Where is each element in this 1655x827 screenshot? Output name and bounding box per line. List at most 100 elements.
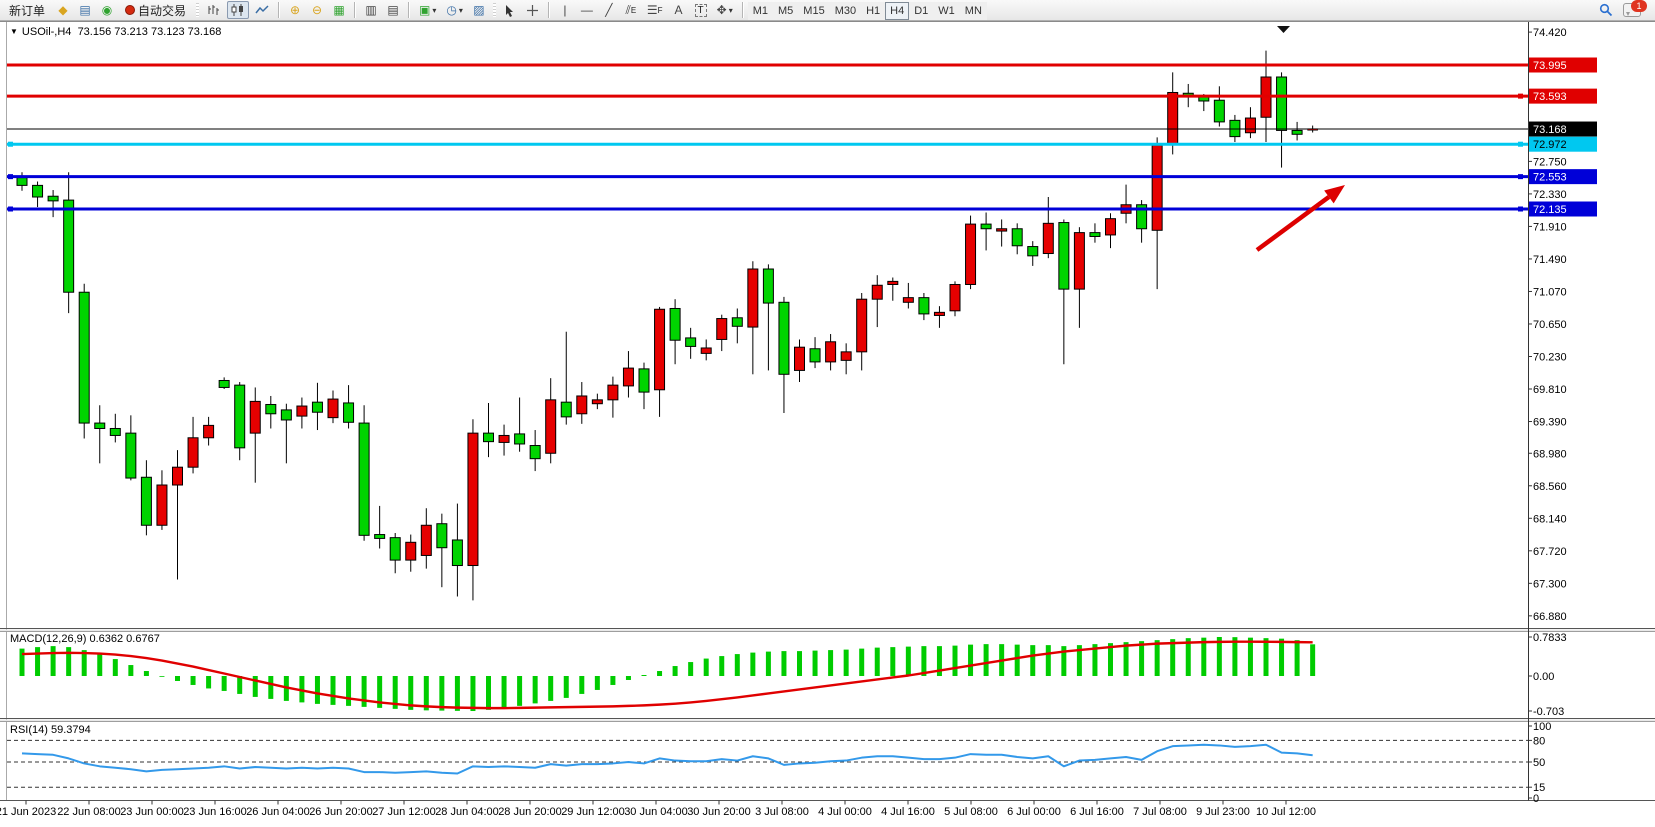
period-button[interactable]: ◷ ▾ <box>442 1 467 19</box>
trend-arrow-annotation[interactable] <box>1255 185 1345 252</box>
timeframe-MN[interactable]: MN <box>959 1 987 20</box>
macd-bar <box>206 676 212 689</box>
candle <box>498 434 510 443</box>
price-tick-label: 69.810 <box>1533 384 1567 396</box>
macd-bar <box>983 644 989 676</box>
search-button[interactable] <box>1595 1 1617 19</box>
arrows-tool[interactable]: ✥ ▾ <box>713 1 737 19</box>
macd-bar <box>1279 638 1285 676</box>
rsi-scale-label: 15 <box>1533 782 1545 794</box>
cursor-icon <box>506 4 514 17</box>
candle <box>576 395 588 415</box>
candle <box>1244 117 1256 134</box>
bar-chart-button[interactable] <box>203 1 225 19</box>
timeframe-M5[interactable]: M5 <box>773 1 799 20</box>
macd-bar <box>377 676 383 708</box>
line-handle[interactable] <box>8 174 13 180</box>
macd-bar <box>1201 637 1207 676</box>
candle <box>203 424 215 439</box>
candle <box>405 541 417 561</box>
price-tick-label: 68.560 <box>1533 481 1567 493</box>
new-chart-button[interactable]: ▣ ▾ <box>415 1 440 19</box>
horizontal-line-tool[interactable]: — <box>577 1 597 19</box>
line-handle[interactable] <box>1518 206 1523 212</box>
new-order-button[interactable]: 新订单 <box>3 1 51 19</box>
channel-tool[interactable]: ⫽ E <box>621 1 641 19</box>
macd-bar <box>330 676 336 705</box>
macd-bar <box>874 647 880 676</box>
price-badge <box>1529 88 1597 104</box>
timeframe-W1[interactable]: W1 <box>933 1 960 20</box>
candle <box>871 284 883 300</box>
line-handle[interactable] <box>8 141 13 147</box>
chart-canvas[interactable]: 74.420 72.750 72.330 71.910 71.490 71.070 70.6… <box>0 21 1655 827</box>
macd-bar <box>392 676 398 709</box>
time-axis: 21 Jun 2023 22 Jun 08:00 23 Jun 00:00 23 Ju… <box>0 800 1316 818</box>
candle <box>996 228 1008 232</box>
cascade-button[interactable]: ▥ <box>361 1 381 19</box>
price-badge-label: 72.972 <box>1533 139 1567 151</box>
data-window-button[interactable]: ▤ <box>75 1 95 19</box>
macd-bar <box>812 650 818 676</box>
candlestick-chart-button[interactable] <box>227 1 250 19</box>
macd-bar <box>1310 644 1316 676</box>
vertical-line-tool[interactable]: | <box>555 1 575 19</box>
collapse-triangle-icon[interactable]: ▼ <box>10 27 18 36</box>
line-handle[interactable] <box>1518 174 1523 180</box>
timeframe-D1[interactable]: D1 <box>909 1 934 20</box>
timeframe-H1[interactable]: H1 <box>861 1 886 20</box>
macd-bar <box>1247 637 1253 676</box>
notifications-button[interactable]: 1 <box>1619 0 1647 19</box>
macd-bar <box>175 676 180 681</box>
macd-signal-line <box>21 640 1313 710</box>
time-tick-label: 27 Jun 12:00 <box>372 806 436 818</box>
tile-windows-button[interactable]: ▦ <box>329 1 349 19</box>
price-tick-label: 68.980 <box>1533 448 1567 460</box>
navigator-button[interactable]: ◉ <box>97 1 117 19</box>
macd-bar <box>252 676 258 697</box>
zoom-out-button[interactable]: ⊖ <box>307 1 327 19</box>
fibonacci-tool[interactable]: ☰ F <box>643 1 667 19</box>
candle <box>731 317 743 327</box>
cursor-button[interactable] <box>500 1 520 19</box>
line-chart-button[interactable] <box>251 1 273 19</box>
candle <box>794 346 805 371</box>
chart-window[interactable]: 74.420 72.750 72.330 71.910 71.490 71.070 70.6… <box>0 21 1655 827</box>
macd-bar <box>1108 643 1113 676</box>
timeframe-M1[interactable]: M1 <box>747 1 774 20</box>
bar-chart-icon <box>208 5 220 15</box>
autotrading-button[interactable]: 自动交易 <box>119 1 192 19</box>
toolbar-separator <box>547 2 550 18</box>
toolbar: 新订单 ◆ ▤ ◉ 自动交易 ⊕ ⊖ ▦ ▥ ▤ ▣ ▾ ◷ ▾ ▨ <box>0 0 1655 21</box>
trendline-tool[interactable]: ╱ <box>599 1 619 19</box>
timeframe-H4[interactable]: H4 <box>885 1 910 20</box>
candle <box>1105 218 1116 236</box>
candle <box>483 432 494 443</box>
zoom-in-button[interactable]: ⊕ <box>285 1 305 19</box>
line-handle[interactable] <box>8 206 13 212</box>
time-tick-label: 23 Jun 00:00 <box>120 806 184 818</box>
candle <box>1167 91 1179 145</box>
candle <box>420 524 432 556</box>
text-tool[interactable]: A <box>669 1 689 19</box>
macd-bar <box>828 650 834 676</box>
crosshair-button[interactable] <box>522 1 543 19</box>
candle <box>32 184 44 198</box>
label-tool[interactable]: T <box>691 1 711 19</box>
arrange-button[interactable]: ▤ <box>383 1 403 19</box>
timeframe-M30[interactable]: M30 <box>829 1 862 20</box>
line-handle[interactable] <box>1518 93 1523 99</box>
macd-bar <box>1170 639 1176 676</box>
candle <box>560 401 572 418</box>
chart-shift-triangle[interactable] <box>1277 26 1290 33</box>
template-button[interactable]: ▨ <box>469 1 489 19</box>
timeframe-M15[interactable]: M15 <box>798 1 830 20</box>
candle <box>980 223 992 230</box>
time-tick-label: 4 Jul 00:00 <box>818 806 872 818</box>
profiles-button[interactable]: ◆ <box>53 1 73 19</box>
line-handle[interactable] <box>1518 141 1523 147</box>
time-tick-label: 30 Jun 04:00 <box>624 806 688 818</box>
price-tick-label: 67.300 <box>1533 578 1567 590</box>
price-axis: 74.420 72.750 72.330 71.910 71.490 71.070 70.6… <box>1528 27 1597 805</box>
